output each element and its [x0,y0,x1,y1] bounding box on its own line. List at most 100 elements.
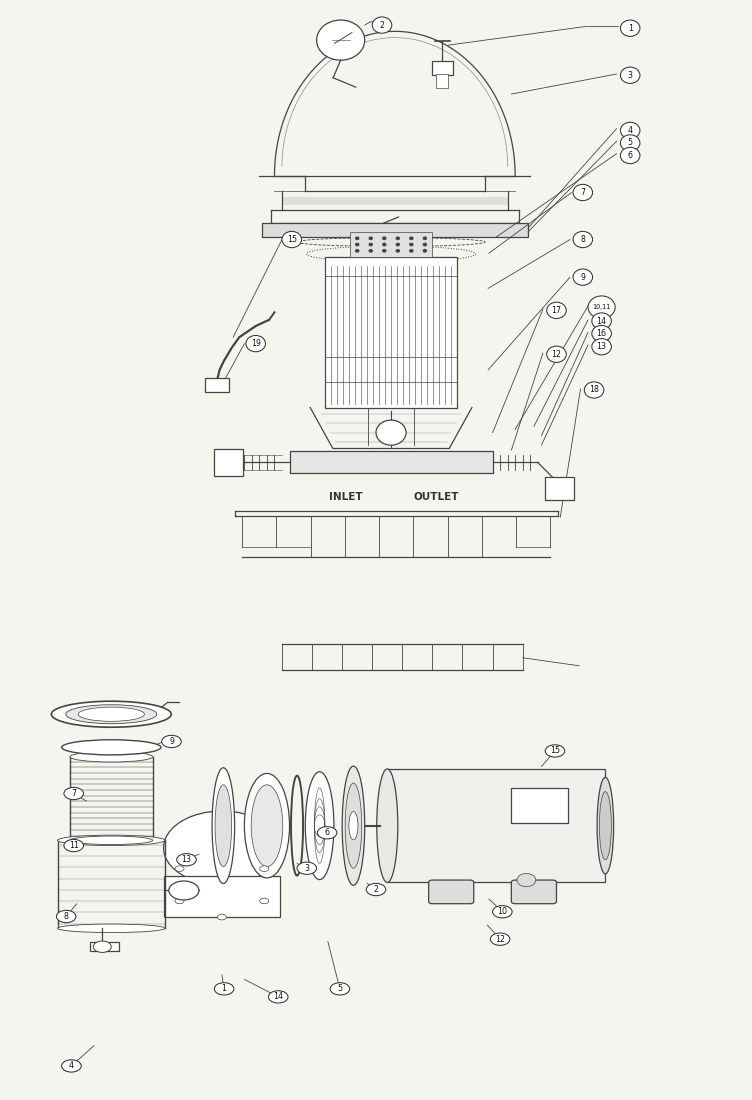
Circle shape [620,135,640,151]
Circle shape [56,911,76,923]
Circle shape [396,236,400,240]
Circle shape [620,20,640,36]
Circle shape [175,898,184,904]
Circle shape [177,854,196,866]
Circle shape [368,236,373,240]
Text: 6: 6 [628,151,632,160]
FancyBboxPatch shape [511,880,556,904]
Text: 4: 4 [628,125,632,135]
Circle shape [409,249,414,253]
Circle shape [330,982,350,996]
Circle shape [584,382,604,398]
FancyBboxPatch shape [429,880,474,904]
Circle shape [588,296,615,319]
Circle shape [423,236,427,240]
Text: 15: 15 [550,747,560,756]
Circle shape [547,346,566,362]
Circle shape [382,243,387,246]
Ellipse shape [349,812,358,840]
Circle shape [620,122,640,139]
Circle shape [217,914,226,920]
Text: 13: 13 [181,855,192,865]
Circle shape [490,933,510,945]
Circle shape [317,826,337,839]
Circle shape [217,849,226,856]
Circle shape [355,236,359,240]
Text: 2: 2 [374,886,378,894]
Text: 3: 3 [305,864,309,872]
Circle shape [175,866,184,871]
Text: 4: 4 [69,1062,74,1070]
Circle shape [493,905,512,917]
Circle shape [423,249,427,253]
Bar [163,876,280,917]
Circle shape [317,20,365,60]
Text: 8: 8 [581,235,585,244]
Text: 6: 6 [325,828,329,837]
Circle shape [268,991,288,1003]
Circle shape [573,270,593,285]
Text: 10,11: 10,11 [593,305,611,310]
Ellipse shape [163,811,280,884]
Ellipse shape [62,740,161,755]
Ellipse shape [377,769,398,882]
Circle shape [620,147,640,164]
Text: 3: 3 [628,70,632,79]
Circle shape [620,67,640,84]
Circle shape [297,862,317,874]
Text: 2: 2 [380,21,384,30]
Text: 18: 18 [589,385,599,395]
Bar [214,449,243,476]
Ellipse shape [70,751,153,762]
Circle shape [409,243,414,246]
Text: 19: 19 [250,339,261,348]
Bar [90,943,119,951]
Circle shape [592,312,611,329]
Ellipse shape [78,707,144,722]
Bar [436,74,448,88]
Circle shape [64,839,83,851]
Circle shape [592,339,611,355]
Circle shape [366,883,386,895]
Circle shape [259,866,268,871]
Circle shape [409,236,414,240]
Bar [325,257,456,407]
Bar [545,477,574,500]
Circle shape [162,735,181,748]
Text: 17: 17 [551,306,562,315]
Ellipse shape [517,873,535,887]
Circle shape [259,898,268,904]
Ellipse shape [70,836,153,845]
Ellipse shape [212,768,235,883]
Circle shape [423,243,427,246]
Circle shape [382,249,387,253]
Circle shape [547,302,566,319]
Circle shape [382,236,387,240]
Ellipse shape [215,784,232,867]
Text: 9: 9 [581,273,585,282]
Text: 9: 9 [169,737,174,746]
Ellipse shape [305,772,334,880]
Bar [205,378,229,392]
Text: 5: 5 [338,984,342,993]
Text: 11: 11 [68,842,79,850]
Circle shape [93,942,111,953]
Text: 10: 10 [497,908,508,916]
Circle shape [355,249,359,253]
Bar [290,451,493,473]
Text: 16: 16 [596,329,607,338]
Text: 8: 8 [64,912,68,921]
Circle shape [376,420,406,446]
Bar [262,223,528,236]
Text: 14: 14 [273,992,284,1001]
Bar [511,788,568,823]
Text: 15: 15 [287,235,297,244]
Circle shape [372,16,392,33]
Circle shape [282,231,302,248]
Circle shape [573,231,593,248]
Text: 1: 1 [222,984,226,993]
Text: 12: 12 [551,350,562,359]
Circle shape [592,326,611,342]
Ellipse shape [65,705,156,724]
Text: 1: 1 [628,24,632,33]
